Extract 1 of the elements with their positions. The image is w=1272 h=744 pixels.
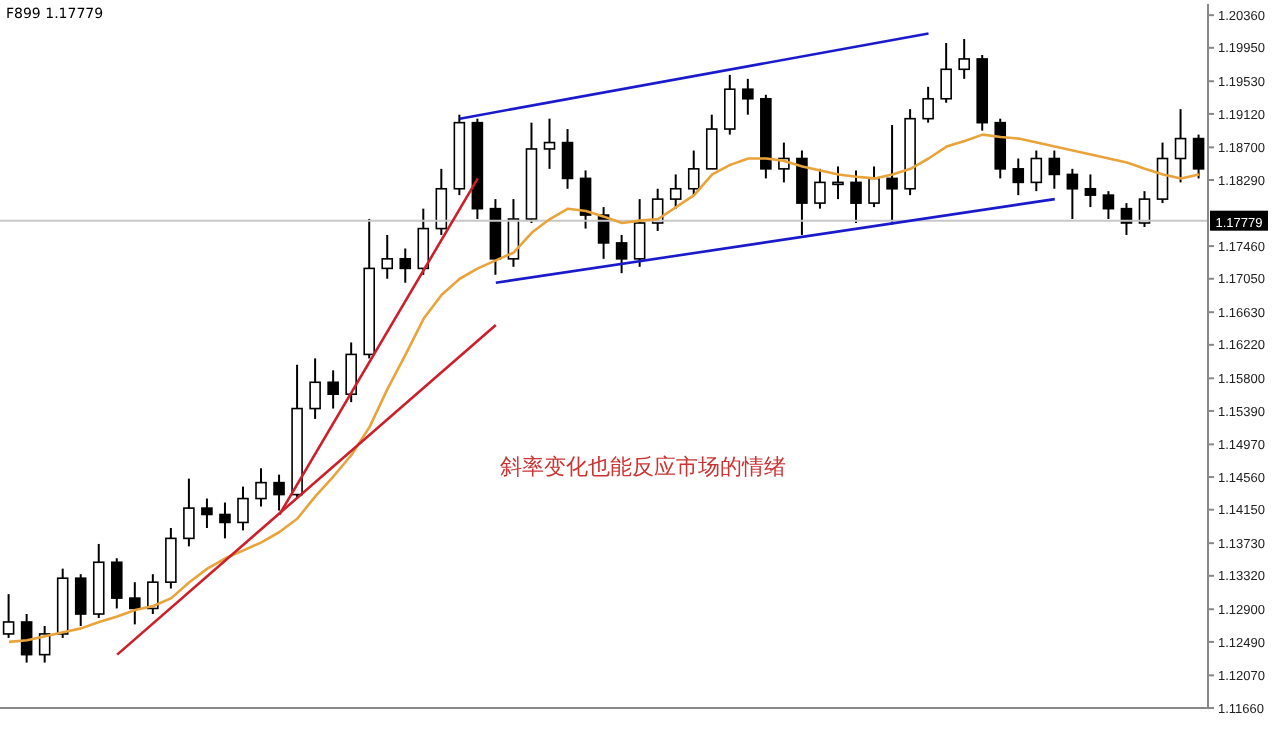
annotation: 斜率变化也能反应市场的情绪	[500, 452, 786, 482]
